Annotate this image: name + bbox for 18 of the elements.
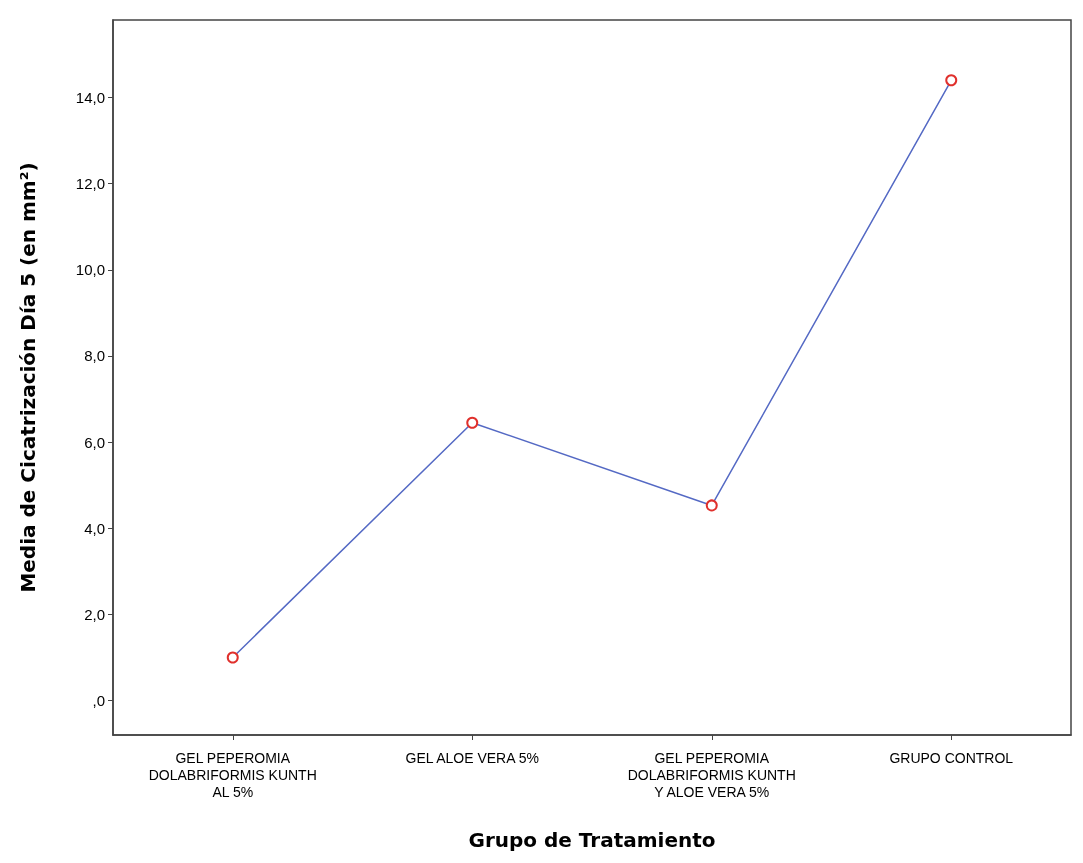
y-tick-label: ,0 bbox=[92, 692, 105, 710]
x-tick-label: GRUPO CONTROL bbox=[889, 749, 1014, 766]
y-axis-title: Media de Cicatrización Día 5 (en mm²) bbox=[16, 162, 40, 593]
y-tick-label: 6,0 bbox=[84, 433, 105, 451]
x-tick-label: GEL PEPEROMIA DOLABRIFORMIS KUNTH Y ALOE VERA 5% bbox=[627, 749, 796, 800]
y-tick-label: 8,0 bbox=[84, 347, 105, 365]
point bbox=[705, 499, 718, 512]
point bbox=[226, 651, 239, 664]
y-tick-label: 2,0 bbox=[84, 605, 105, 623]
x-tick-label: GEL PEPEROMIA DOLABRIFORMIS KUNTH AL 5% bbox=[148, 749, 317, 800]
y-tick-label: 10,0 bbox=[75, 261, 105, 279]
x-axis-title: Grupo de Tratamiento bbox=[468, 828, 716, 852]
y-tick-label: 4,0 bbox=[84, 519, 105, 537]
x-tick-label: GEL ALOE VERA 5% bbox=[405, 749, 539, 766]
y-tick-label: 14,0 bbox=[75, 89, 105, 107]
y-tick-label: 12,0 bbox=[75, 175, 105, 193]
point bbox=[466, 416, 479, 429]
point bbox=[945, 74, 958, 87]
